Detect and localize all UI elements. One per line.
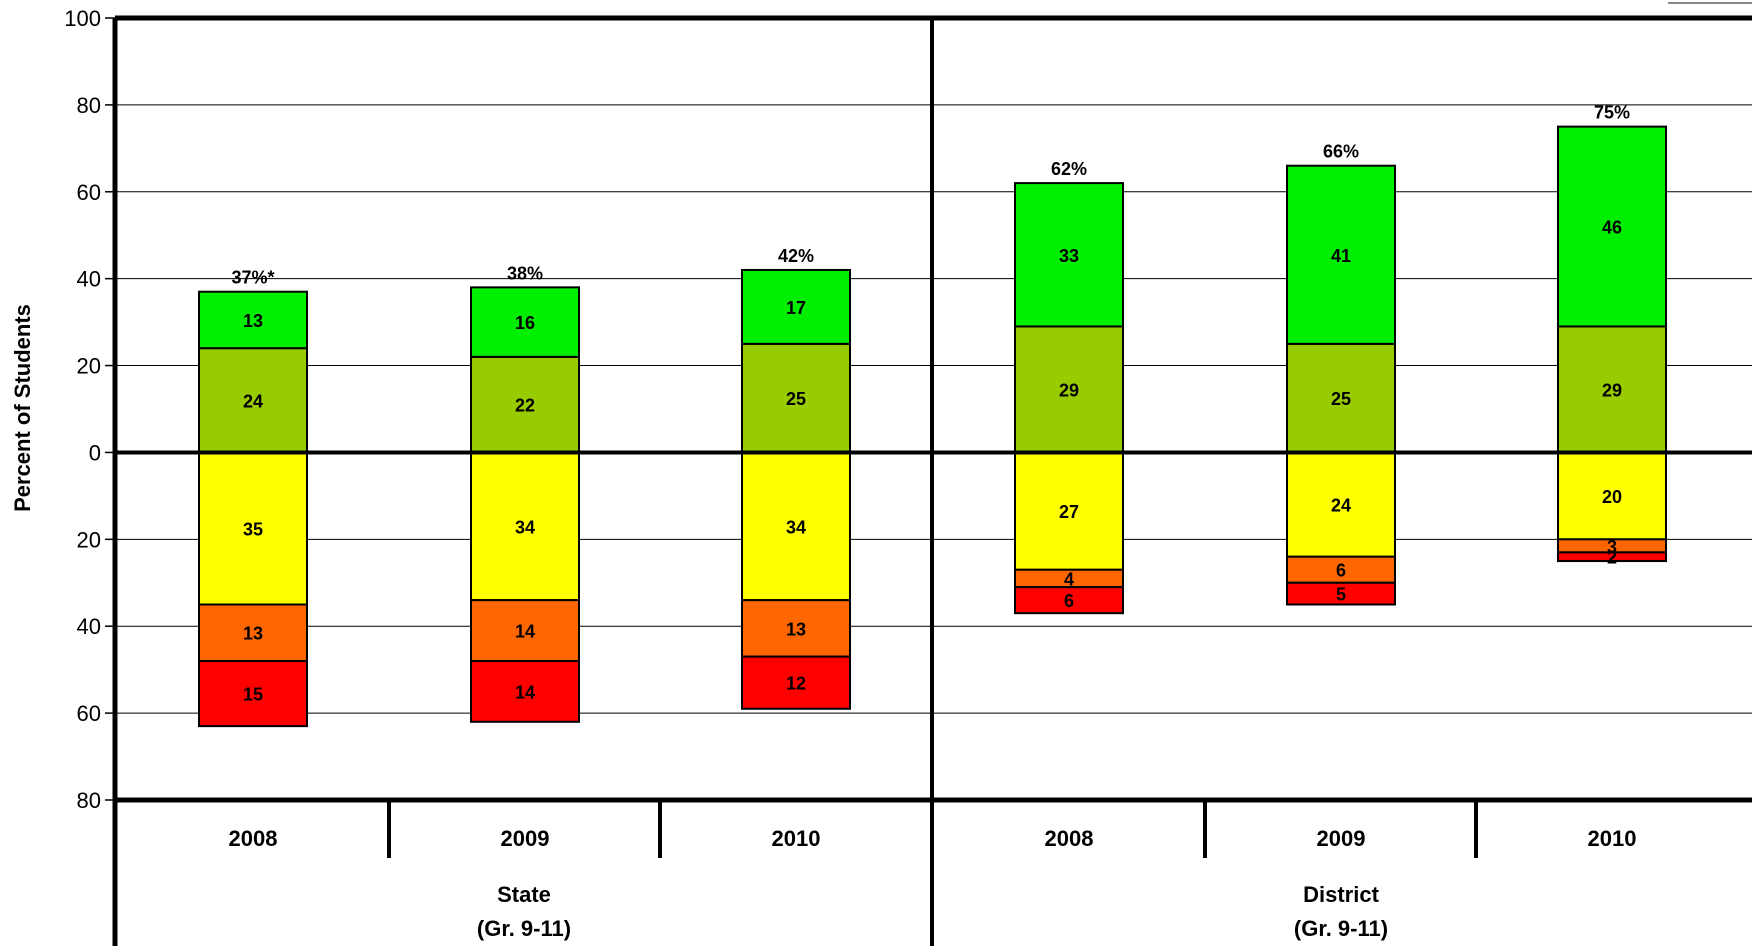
x-tick-label: 2008 [229,826,278,851]
group-sublabel: (Gr. 9-11) [1294,916,1388,941]
bars: 241337%*351315221638%341414251742%341312… [198,103,1667,728]
x-tick-label: 2010 [1588,826,1637,851]
x-tick-label: 2009 [1317,826,1366,851]
bar-segment [470,659,580,723]
segment-label: 34 [515,517,535,537]
y-tick-label: 20 [77,354,101,379]
segment-label: 16 [515,313,535,333]
bar-segment [741,655,851,710]
segment-label: 13 [243,624,263,644]
total-label: 37%* [231,268,274,288]
segment-label: 24 [243,391,263,411]
bar-segment [1286,581,1396,606]
total-label: 62% [1051,159,1087,179]
x-tick-label: 2008 [1045,826,1094,851]
group-sublabel: (Gr. 9-11) [477,916,571,941]
y-tick-label: 0 [89,440,101,465]
segment-label: 14 [515,682,535,702]
bar-segment [1557,125,1667,328]
bar-segment [198,659,308,728]
segment-label: 2 [1607,548,1617,568]
bar-segment [470,599,580,662]
segment-label: 6 [1064,591,1074,611]
bar-segment [741,451,851,602]
y-tick-label: 40 [77,267,101,292]
segment-label: 41 [1331,246,1351,266]
segment-label: 25 [786,389,806,409]
segment-label: 3 [1607,537,1617,557]
segment-label: 17 [786,298,806,318]
y-tick-label: 20 [77,527,101,552]
y-tick-label: 60 [77,701,101,726]
bar-segment [470,286,580,358]
segment-label: 22 [515,396,535,416]
total-label: 38% [507,263,543,283]
bar-segment [741,599,851,658]
plot-frame [112,2,1752,946]
segment-label: 4 [1064,569,1074,589]
segment-label: 15 [243,685,263,705]
y-tick-label: 80 [77,788,101,813]
y-tick-label: 40 [77,614,101,639]
bar-segment [1014,586,1124,615]
segment-label: 25 [1331,389,1351,409]
bar-segment [1557,451,1667,541]
bar-segment [1286,164,1396,345]
segment-label: 14 [515,622,535,642]
segment-label: 6 [1336,561,1346,581]
y-axis-label: Percent of Students [10,304,35,512]
bar-segment [1014,325,1124,454]
bar-segment [198,290,308,350]
y-tick-label: 80 [77,93,101,118]
group-label: District [1303,882,1379,907]
segment-label: 20 [1602,487,1622,507]
segment-label: 35 [243,519,263,539]
segment-label: 33 [1059,246,1079,266]
bar-segment [1014,182,1124,328]
segment-label: 12 [786,674,806,694]
x-tick-label: 2010 [772,826,821,851]
segment-label: 13 [786,619,806,639]
category-axis: 2008 2009 2010 2008 2009 2010 State (Gr. 9-11) D… [229,826,1637,941]
bar-segment [470,355,580,454]
segment-label: 29 [1059,380,1079,400]
segment-label: 29 [1602,380,1622,400]
bar-segment [741,268,851,345]
total-label: 75% [1594,103,1630,123]
y-axis-ticks: 100 80 60 40 20 0 20 40 60 80 [64,6,115,813]
y-tick-label: 60 [77,180,101,205]
segment-label: 27 [1059,502,1079,522]
bar-segment [1557,551,1667,563]
segment-label: 46 [1602,218,1622,238]
segment-label: 13 [243,311,263,331]
x-tick-label: 2009 [501,826,550,851]
y-tick-label: 100 [64,6,101,31]
segment-label: 24 [1331,496,1351,516]
segment-label: 5 [1336,585,1346,605]
total-label: 66% [1323,142,1359,162]
bar-segment [198,603,308,662]
group-label: State [497,882,551,907]
bar-segment [1286,555,1396,584]
total-label: 42% [778,246,814,266]
segment-label: 34 [786,517,806,537]
